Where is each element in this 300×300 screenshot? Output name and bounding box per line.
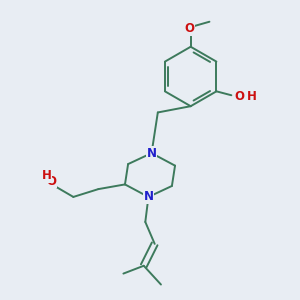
Text: N: N (143, 190, 153, 203)
Text: N: N (147, 147, 157, 160)
Text: H: H (42, 169, 52, 182)
Text: H: H (247, 90, 256, 103)
Text: O: O (46, 175, 56, 188)
Text: O: O (184, 22, 194, 35)
Text: O: O (234, 90, 244, 103)
